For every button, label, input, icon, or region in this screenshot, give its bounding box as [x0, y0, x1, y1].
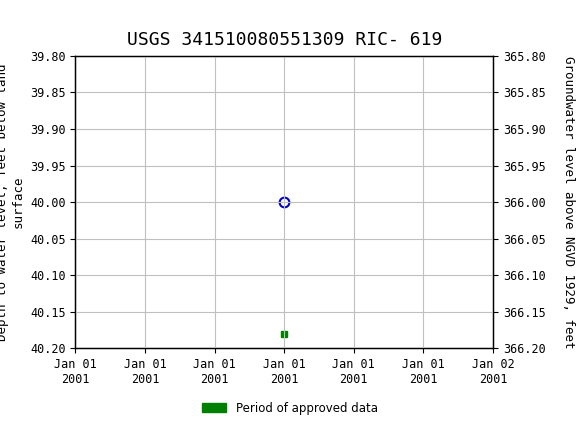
Y-axis label: Depth to water level, feet below land
surface: Depth to water level, feet below land su… — [0, 63, 24, 341]
Legend: Period of approved data: Period of approved data — [198, 397, 382, 420]
Text: ≡USGS: ≡USGS — [3, 7, 74, 25]
Title: USGS 341510080551309 RIC- 619: USGS 341510080551309 RIC- 619 — [126, 31, 442, 49]
Y-axis label: Groundwater level above NGVD 1929, feet: Groundwater level above NGVD 1929, feet — [562, 56, 575, 348]
